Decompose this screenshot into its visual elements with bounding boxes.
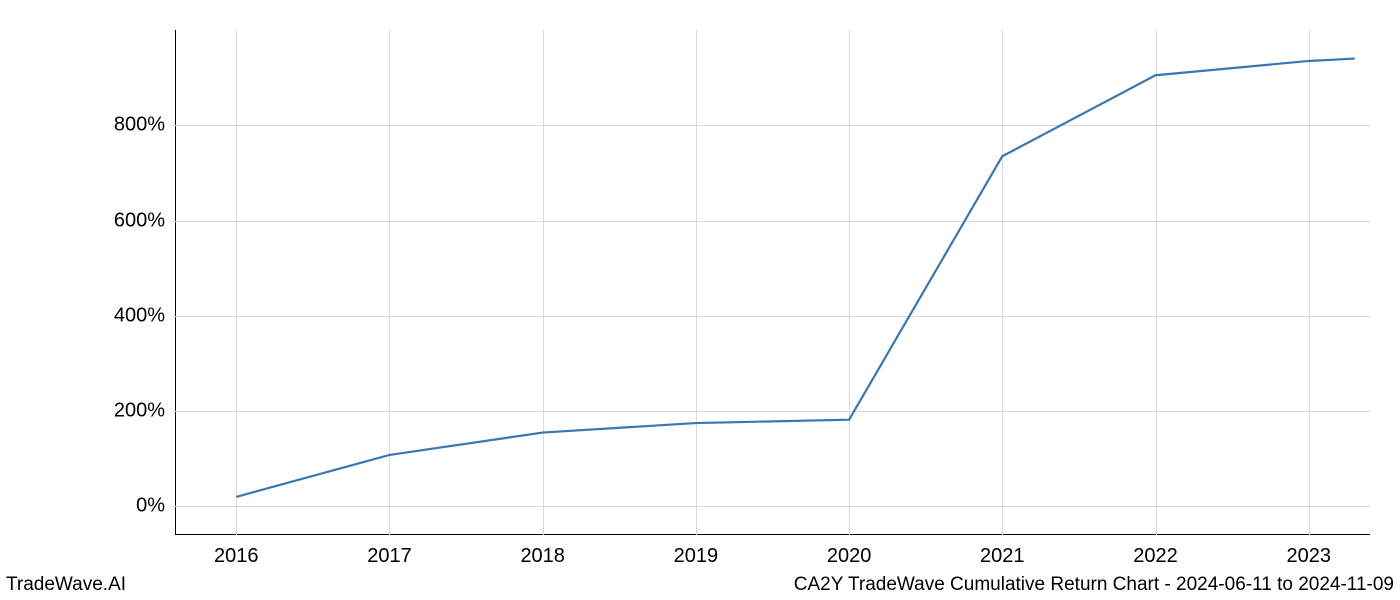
x-tick-label: 2020 [827,545,872,568]
y-tick-label: 800% [85,114,165,137]
y-tick-label: 600% [85,209,165,232]
x-tick-label: 2019 [674,545,719,568]
x-tick-label: 2021 [980,545,1025,568]
y-tick-label: 200% [85,400,165,423]
x-tick-label: 2016 [214,545,259,568]
footer-brand: TradeWave.AI [6,574,126,596]
y-tick-label: 400% [85,304,165,327]
series-cumulative-return [236,59,1354,497]
x-tick-label: 2017 [367,545,412,568]
y-tick-label: 0% [85,495,165,518]
footer-caption: CA2Y TradeWave Cumulative Return Chart -… [794,574,1394,596]
x-tick-label: 2023 [1286,545,1331,568]
x-tick-label: 2022 [1133,545,1178,568]
chart-plot-area [175,30,1370,535]
x-tick-label: 2018 [520,545,565,568]
line-series-svg [175,30,1370,535]
